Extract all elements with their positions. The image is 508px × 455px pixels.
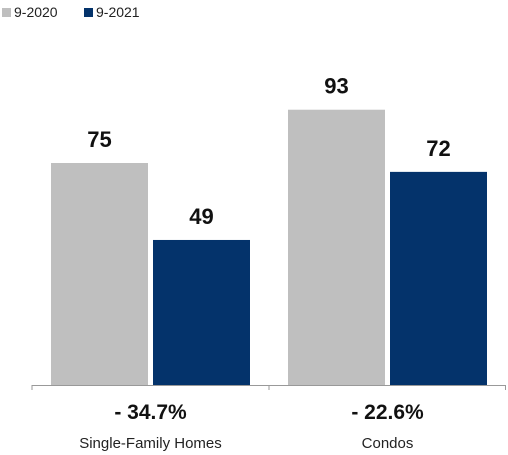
legend-label-9-2020: 9-2020 [14,4,58,20]
legend-swatch-9-2021 [84,8,93,17]
legend-label-9-2021: 9-2021 [96,4,140,20]
bars-group [51,109,487,385]
value-labels-group: 75 49 93 72 [87,74,450,229]
bar-9-2020-condos [288,109,385,385]
bar-9-2021-single-family-homes [153,239,250,385]
legend-swatch-9-2020 [2,8,11,17]
data-label: 49 [189,204,213,229]
x-axis-ticks [31,385,506,390]
data-label: 72 [426,136,450,161]
data-label: 93 [324,74,348,99]
change-labels-group: - 34.7% - 22.6% [114,401,424,424]
data-label: 75 [87,127,111,152]
category-label: Single-Family Homes [79,435,222,452]
category-label: Condos [362,435,414,452]
category-labels-group: Single-Family Homes Condos [79,435,413,452]
bar-9-2020-single-family-homes [51,163,148,385]
change-label: - 22.6% [351,401,424,424]
legend: 9-2020 9-2021 [2,4,140,20]
change-label: - 34.7% [114,401,187,424]
bar-9-2021-condos [390,171,487,385]
